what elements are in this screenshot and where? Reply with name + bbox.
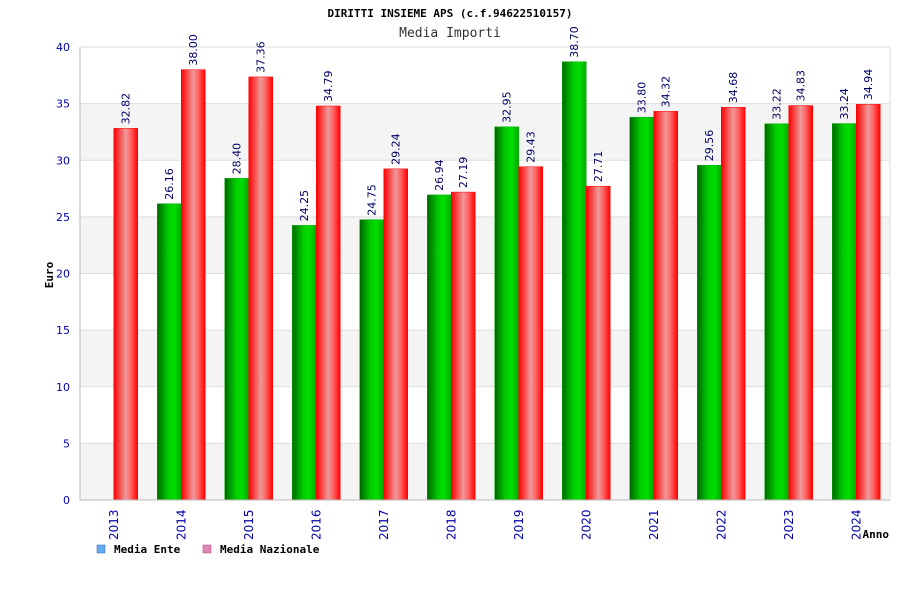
plot-band xyxy=(80,216,890,274)
plot-band xyxy=(80,160,890,217)
bar-media-nazionale-2014 xyxy=(181,69,206,501)
legend-swatch-media-ente xyxy=(96,544,106,554)
value-label: 34.83 xyxy=(795,70,808,102)
y-tick-labels: 0 5 10 15 20 25 30 35 40 xyxy=(56,41,70,507)
x-tick-labels: 2013 2014 2015 2016 2017 2018 2019 2020 2021 2022… xyxy=(107,509,864,540)
value-label: 37.36 xyxy=(255,41,268,73)
y-tick-label: 35 xyxy=(56,98,70,111)
bar-media-ente-2024 xyxy=(832,123,857,501)
value-label: 29.43 xyxy=(525,131,538,163)
bar-media-ente-2022 xyxy=(697,164,722,501)
value-label: 38.70 xyxy=(568,26,581,58)
x-axis-label: Anno xyxy=(863,528,890,541)
value-label: 34.32 xyxy=(660,76,673,108)
bar-media-nazionale-2022 xyxy=(721,106,746,501)
value-label: 29.24 xyxy=(390,133,403,165)
bar-media-nazionale-2016 xyxy=(316,105,341,501)
legend: Media Ente Media Nazionale xyxy=(96,543,320,556)
x-tick-label: 2017 xyxy=(377,509,391,540)
bar-media-ente-2018 xyxy=(427,194,452,501)
x-tick-label: 2022 xyxy=(714,509,728,540)
value-label: 32.95 xyxy=(501,91,514,123)
y-tick-label: 20 xyxy=(56,268,70,281)
y-tick-label: 10 xyxy=(56,381,70,394)
bar-media-ente-2023 xyxy=(764,123,789,501)
plot-band xyxy=(80,443,890,500)
value-label: 33.80 xyxy=(636,82,649,114)
value-label: 34.79 xyxy=(322,71,335,103)
value-label: 24.25 xyxy=(298,190,311,222)
value-label: 33.22 xyxy=(771,88,784,120)
x-tick-label: 2024 xyxy=(849,509,863,540)
x-tick-label: 2015 xyxy=(242,509,256,540)
plot-band xyxy=(80,330,890,387)
legend-swatch-media-nazionale xyxy=(202,544,212,554)
value-label: 28.40 xyxy=(231,143,244,175)
bar-media-nazionale-2019 xyxy=(518,166,543,501)
bar-media-nazionale-2017 xyxy=(383,168,408,501)
chart-subtitle: Media Importi xyxy=(399,26,501,41)
bar-media-ente-2019 xyxy=(494,126,519,501)
bar-media-nazionale-2015 xyxy=(248,76,273,501)
value-label: 29.56 xyxy=(703,130,716,162)
x-tick-label: 2023 xyxy=(782,509,796,540)
x-tick-label: 2014 xyxy=(174,509,188,540)
y-axis-label: Euro xyxy=(43,261,56,288)
bars xyxy=(113,61,881,501)
bar-media-ente-2020 xyxy=(562,61,587,501)
value-label: 26.94 xyxy=(433,159,446,191)
bar-media-nazionale-2021 xyxy=(653,111,678,501)
x-tick-label: 2018 xyxy=(444,509,458,540)
bar-media-ente-2017 xyxy=(359,219,384,501)
y-tick-label: 0 xyxy=(63,494,70,507)
y-tick-label: 5 xyxy=(63,437,70,450)
y-tick-label: 40 xyxy=(56,41,70,54)
value-label: 27.19 xyxy=(457,157,470,189)
y-tick-label: 25 xyxy=(56,211,70,224)
value-label: 27.71 xyxy=(592,151,605,183)
value-label: 32.82 xyxy=(120,93,133,125)
bar-media-nazionale-2023 xyxy=(788,105,813,501)
chart-title: DIRITTI INSIEME APS (c.f.94622510157) xyxy=(327,7,572,20)
plot-band xyxy=(80,386,890,444)
y-tick-label: 30 xyxy=(56,154,70,167)
x-tick-label: 2021 xyxy=(647,509,661,540)
x-tick-label: 2020 xyxy=(579,509,593,540)
plot-band xyxy=(80,47,890,104)
value-label: 24.75 xyxy=(366,184,379,216)
bar-media-nazionale-2024 xyxy=(856,104,881,501)
bar-media-ente-2016 xyxy=(292,225,317,501)
y-tick-label: 15 xyxy=(56,324,70,337)
plot-background xyxy=(80,47,890,500)
bar-media-nazionale-2013 xyxy=(113,128,138,501)
plot-band xyxy=(80,273,890,331)
value-labels: 32.82 26.16 38.00 28.40 37.36 24.25 34.79 24.75… xyxy=(120,26,876,221)
axes xyxy=(79,47,891,501)
x-tick-label: 2013 xyxy=(107,509,121,540)
bar-media-ente-2021 xyxy=(629,116,654,501)
value-label: 33.24 xyxy=(838,88,851,120)
value-label: 34.94 xyxy=(862,69,875,101)
bar-media-nazionale-2020 xyxy=(586,185,611,501)
x-tick-label: 2016 xyxy=(309,509,323,540)
legend-label-media-ente: Media Ente xyxy=(114,543,181,556)
plot-band xyxy=(80,103,890,161)
bar-media-nazionale-2018 xyxy=(451,191,476,501)
bar-media-ente-2014 xyxy=(157,203,182,501)
bar-media-ente-2015 xyxy=(224,178,249,501)
x-tick-label: 2019 xyxy=(512,509,526,540)
value-label: 26.16 xyxy=(163,168,176,200)
value-label: 34.68 xyxy=(727,72,740,104)
legend-label-media-nazionale: Media Nazionale xyxy=(220,543,320,556)
value-label: 38.00 xyxy=(187,34,200,66)
